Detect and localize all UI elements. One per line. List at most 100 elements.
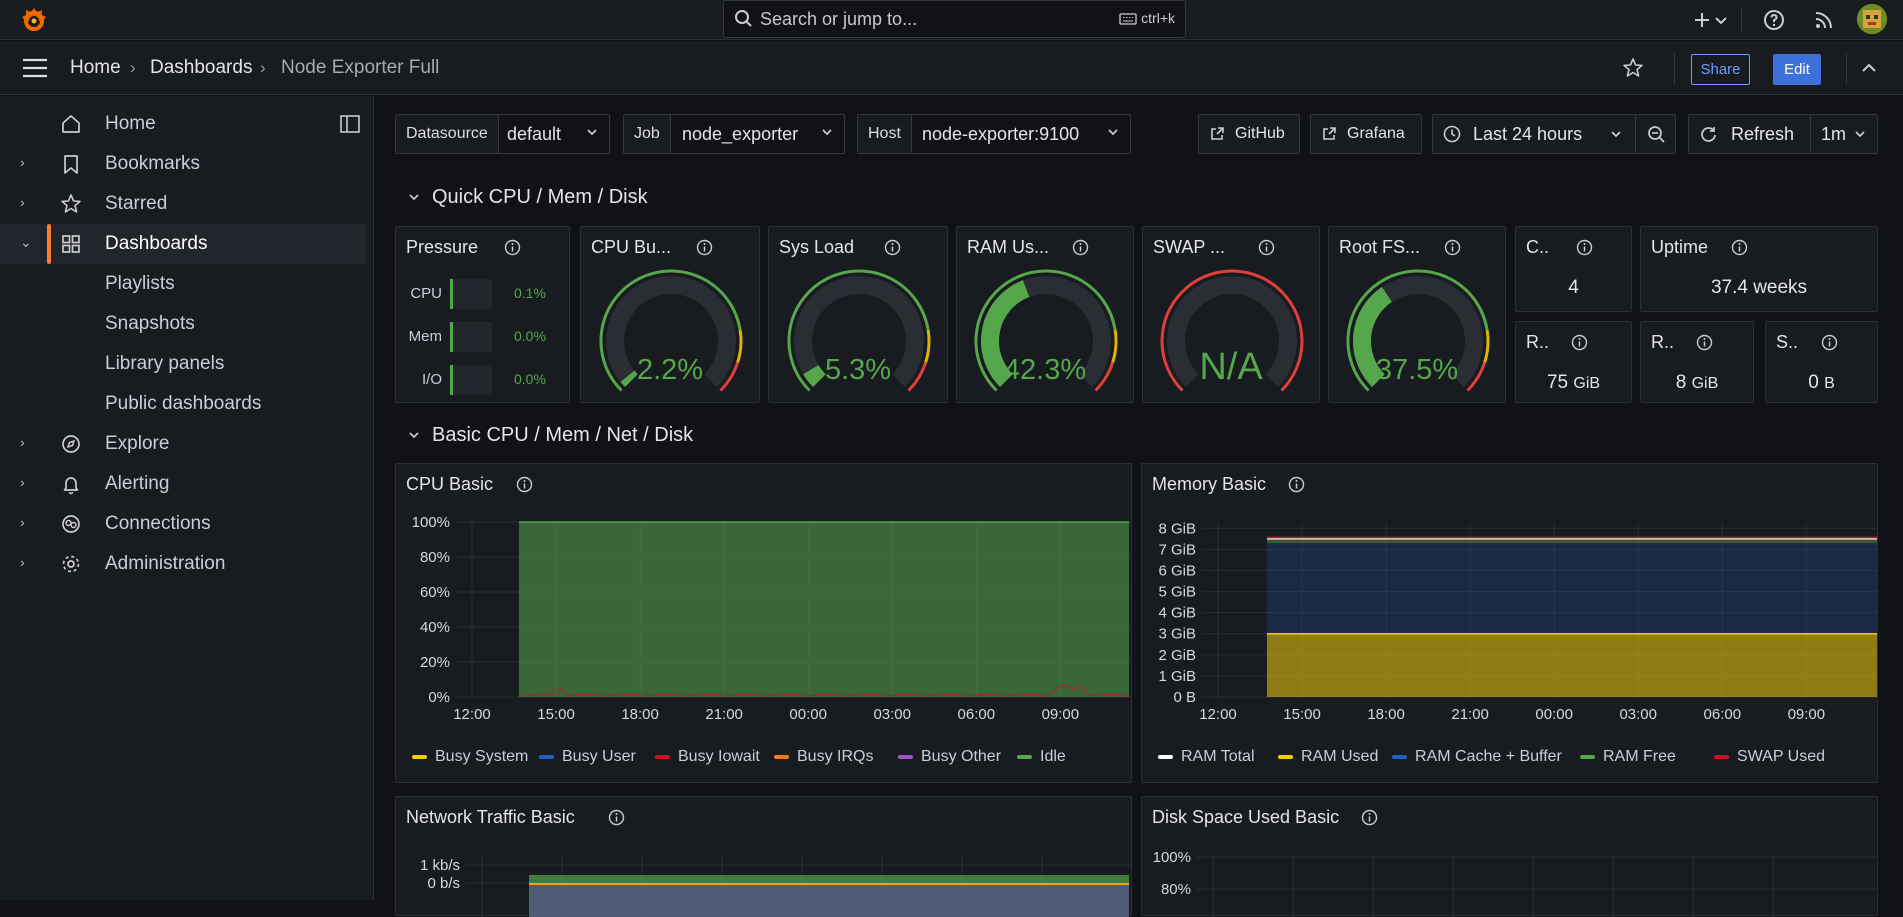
sidebar-item-bookmarks[interactable]: › Bookmarks	[0, 144, 366, 184]
sidebar-item-dashboards[interactable]: ⌄ Dashboards	[0, 224, 366, 264]
legend-swatch	[412, 754, 427, 759]
info-icon[interactable]	[1821, 334, 1838, 351]
sidebar-item-home[interactable]: Home	[0, 104, 366, 144]
sidebar-subitem-public-dashboards[interactable]: Public dashboards	[105, 393, 262, 414]
legend-item[interactable]: RAM Cache + Buffer	[1392, 748, 1562, 766]
grafana-link-button[interactable]: Grafana	[1310, 114, 1422, 154]
row-title-basic[interactable]: Basic CPU / Mem / Net / Disk	[432, 424, 694, 446]
y-tick-label: 2 GiB	[1158, 647, 1196, 664]
row-collapse-icon[interactable]	[407, 428, 421, 442]
legend-swatch	[1580, 754, 1595, 759]
chevron-down-icon[interactable]: ⌄	[20, 234, 32, 250]
info-icon[interactable]	[696, 239, 713, 256]
panel-title: Network Traffic Basic	[406, 807, 575, 827]
cpu-basic-chart[interactable]: 0% 20% 40% 60% 80% 100% 12:00 15:00 18:00 21:00 00…	[396, 464, 1133, 754]
info-icon[interactable]	[608, 809, 625, 826]
info-icon[interactable]	[1731, 239, 1748, 256]
info-icon[interactable]	[504, 239, 521, 256]
sidebar-item-administration[interactable]: › Administration	[0, 544, 366, 584]
grafana-logo[interactable]	[20, 6, 48, 34]
chevron-right-icon[interactable]: ›	[20, 554, 25, 570]
gauge-threshold-ring	[1466, 362, 1487, 392]
info-icon[interactable]	[516, 476, 533, 493]
legend-item[interactable]: Busy System	[412, 748, 528, 766]
variable-job[interactable]: Job node_exporter	[623, 114, 845, 154]
github-link-button[interactable]: GitHub	[1198, 114, 1300, 154]
legend-label: RAM Free	[1603, 748, 1676, 765]
chevron-right-icon[interactable]: ›	[20, 434, 25, 450]
y-tick-label: 100%	[412, 514, 450, 531]
sidebar-item-label: Dashboards	[105, 233, 208, 254]
info-icon[interactable]	[1288, 476, 1305, 493]
chevron-right-icon[interactable]: ›	[20, 154, 25, 170]
stat-unit: GiB	[1573, 375, 1601, 392]
stat-number: 75	[1546, 372, 1569, 393]
chevron-right-icon[interactable]: ›	[20, 194, 25, 210]
chart-legend: Busy System Busy User Busy Iowait Busy IRQs…	[412, 748, 1112, 768]
row-title-quick[interactable]: Quick CPU / Mem / Disk	[432, 186, 648, 208]
y-tick-label: 100%	[1153, 849, 1191, 866]
sidebar-item-connections[interactable]: › Connections	[0, 504, 366, 544]
legend-item[interactable]: RAM Free	[1580, 748, 1676, 766]
y-tick-label: 80%	[1161, 881, 1191, 898]
chevron-right-icon[interactable]: ›	[20, 514, 25, 530]
help-icon[interactable]	[1762, 8, 1786, 32]
legend-item[interactable]: Busy User	[539, 748, 636, 766]
sidebar-item-label: Alerting	[105, 473, 170, 494]
refresh-interval-picker[interactable]: 1m	[1810, 114, 1878, 154]
legend-item[interactable]: RAM Total	[1158, 748, 1255, 766]
plus-icon[interactable]	[1690, 8, 1714, 32]
search-bar[interactable]: Search or jump to... ctrl+k	[723, 0, 1186, 38]
refresh-button[interactable]: Refresh	[1688, 114, 1811, 154]
breadcrumb-dashboards[interactable]: Dashboards	[150, 57, 253, 78]
chevron-right-icon[interactable]: ›	[20, 474, 25, 490]
info-icon[interactable]	[1696, 334, 1713, 351]
edit-button[interactable]: Edit	[1773, 54, 1821, 85]
sidebar-item-alerting[interactable]: › Alerting	[0, 464, 366, 504]
info-icon[interactable]	[1576, 239, 1593, 256]
legend-item[interactable]: RAM Used	[1278, 748, 1378, 766]
sidebar-subitem-playlists[interactable]: Playlists	[105, 273, 175, 294]
variable-host[interactable]: Host node-exporter:9100	[857, 114, 1131, 154]
time-range-label: Last 24 hours	[1473, 124, 1583, 144]
legend-label: Idle	[1040, 748, 1066, 765]
time-range-picker[interactable]: Last 24 hours	[1432, 114, 1636, 154]
info-icon[interactable]	[1361, 809, 1378, 826]
menu-icon[interactable]	[22, 57, 48, 79]
legend-swatch	[774, 754, 789, 759]
memory-basic-chart[interactable]: 0 B 1 GiB 2 GiB 3 GiB 4 GiB 5 GiB 6 GiB 7 GiB 8 …	[1142, 464, 1879, 754]
info-icon[interactable]	[1072, 239, 1089, 256]
pressure-bar-fill	[450, 322, 453, 352]
row-collapse-icon[interactable]	[407, 190, 421, 204]
sidebar-item-starred[interactable]: › Starred	[0, 184, 366, 224]
x-tick-label: 21:00	[1451, 706, 1489, 723]
sidebar-subitem-snapshots[interactable]: Snapshots	[105, 313, 195, 334]
breadcrumb-home[interactable]: Home	[70, 57, 121, 78]
legend-item[interactable]: Busy IRQs	[774, 748, 873, 766]
sidebar-item-explore[interactable]: › Explore	[0, 424, 366, 464]
info-icon[interactable]	[1571, 334, 1588, 351]
legend-item[interactable]: Busy Other	[898, 748, 1001, 766]
rss-icon[interactable]	[1812, 8, 1836, 32]
x-tick-label: 12:00	[1199, 706, 1237, 723]
network-basic-chart[interactable]: 1 kb/s0 b/s	[396, 797, 1133, 917]
collapse-icon[interactable]	[1861, 61, 1877, 75]
chevron-down-icon[interactable]	[1714, 8, 1728, 32]
x-tick-label: 18:00	[621, 706, 659, 723]
info-icon[interactable]	[1258, 239, 1275, 256]
pressure-value: 0.0%	[514, 371, 546, 387]
star-icon[interactable]	[1622, 57, 1644, 79]
share-button[interactable]: Share	[1691, 54, 1750, 85]
legend-item[interactable]: SWAP Used	[1714, 748, 1825, 766]
info-icon[interactable]	[1444, 239, 1461, 256]
disk-basic-chart[interactable]: 100% 80%	[1142, 797, 1879, 917]
dock-menu-icon[interactable]	[340, 115, 360, 133]
legend-item[interactable]: Busy Iowait	[655, 748, 760, 766]
legend-item[interactable]: Idle	[1017, 748, 1066, 766]
y-tick-label: 40%	[420, 619, 450, 636]
info-icon[interactable]	[884, 239, 901, 256]
variable-datasource[interactable]: Datasource default	[395, 114, 610, 154]
zoom-out-button[interactable]	[1635, 114, 1676, 154]
sidebar-subitem-library-panels[interactable]: Library panels	[105, 353, 225, 374]
user-avatar[interactable]	[1857, 4, 1887, 34]
